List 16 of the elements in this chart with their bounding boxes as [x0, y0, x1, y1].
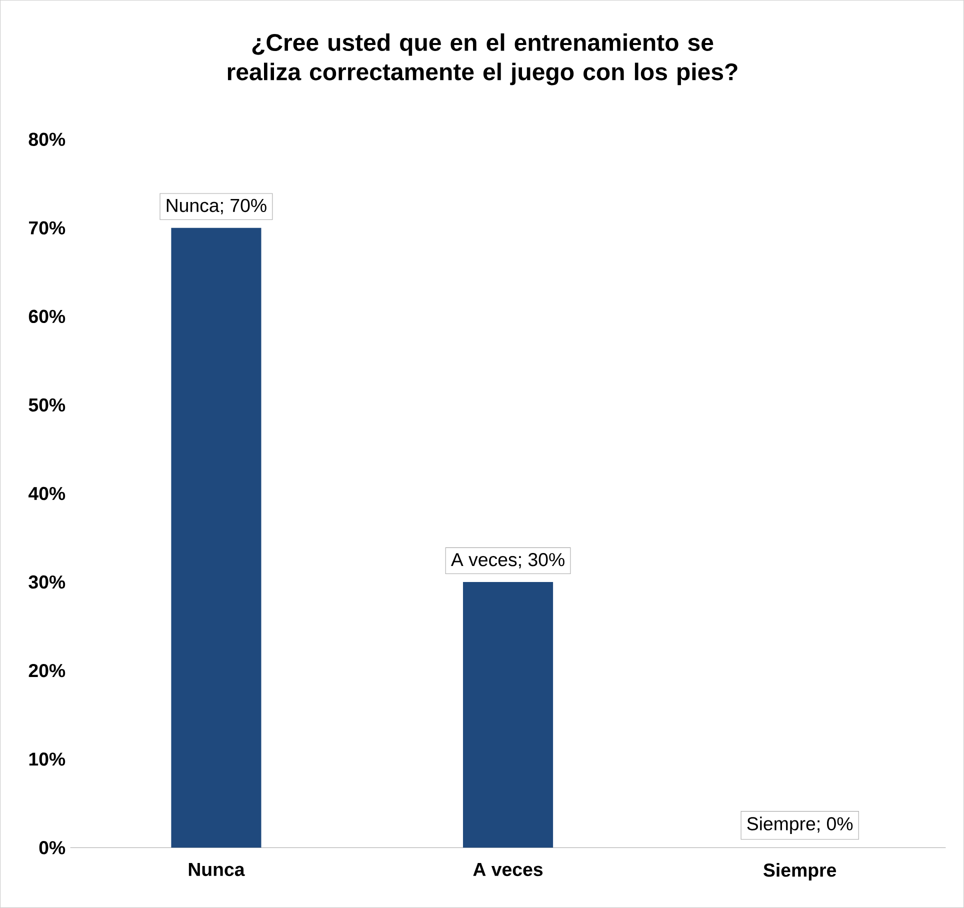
- y-tick-label: 70%: [29, 221, 66, 235]
- chart-title: ¿Cree usted que en el entrenamiento se realiza correctamente el juego con los pies?: [228, 33, 738, 86]
- y-tick-label: 40%: [28, 486, 66, 500]
- y-tick-label: 10%: [29, 752, 66, 766]
- y-tick-label: 60%: [28, 310, 66, 324]
- x-tick-label: Nunca: [188, 863, 245, 876]
- y-tick-label: 30%: [28, 575, 66, 589]
- x-tick-label: A veces: [473, 863, 543, 876]
- y-tick-label: 80%: [28, 132, 66, 146]
- y-tick-label: 20%: [28, 664, 66, 678]
- data-label: Siempre; 0%: [747, 816, 853, 834]
- data-label: A veces; 30%: [450, 553, 564, 568]
- x-tick-label: Siempre: [764, 863, 836, 880]
- y-tick-label: 50%: [28, 398, 66, 412]
- data-label: Nunca; 70%: [166, 198, 266, 214]
- y-tick-label: 0%: [39, 841, 66, 854]
